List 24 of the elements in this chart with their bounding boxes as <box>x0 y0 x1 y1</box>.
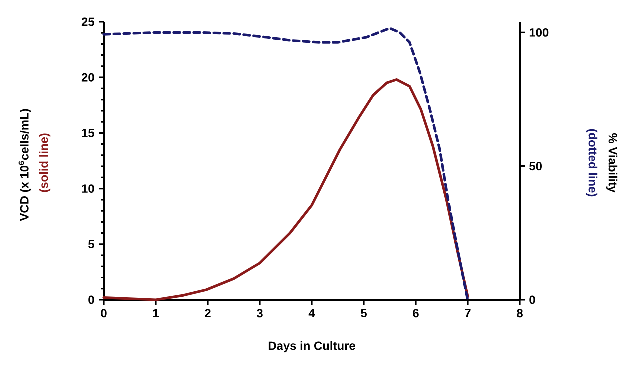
y2-tick-label: 100 <box>530 28 549 37</box>
y-tick-label: 5 <box>88 240 94 249</box>
x-tick-label: 2 <box>205 309 211 318</box>
y-axis-title: VCD (x 10$^{6}$cells/mL) <box>18 109 32 222</box>
x-tick-label: 5 <box>361 309 367 318</box>
text: (dotted line) <box>586 129 598 197</box>
y-tick-label: 0 <box>88 296 94 304</box>
x-tick-label: 7 <box>465 309 471 318</box>
y2-axis-title: % Viability <box>606 134 618 193</box>
text: (solid line) <box>39 134 51 192</box>
x-tick-label: 3 <box>256 309 263 318</box>
y-tick-label: 25 <box>82 18 94 26</box>
y2-tick-label: 50 <box>530 162 542 171</box>
line-series <box>102 27 470 302</box>
y-tick-label: 20 <box>82 73 94 82</box>
y-tick-label: 15 <box>82 129 94 138</box>
x-tick-label: 8 <box>517 309 523 318</box>
x-axis-title: Days in Culture <box>268 341 356 353</box>
y-tick-label: 10 <box>82 184 94 194</box>
x-tick-label: 6 <box>413 309 419 318</box>
y2-tick-label: 0 <box>530 296 536 304</box>
x-tick-label: 1 <box>153 309 159 318</box>
x-tick-label: 0 <box>101 309 107 318</box>
x-tick-label: 4 <box>308 309 316 318</box>
